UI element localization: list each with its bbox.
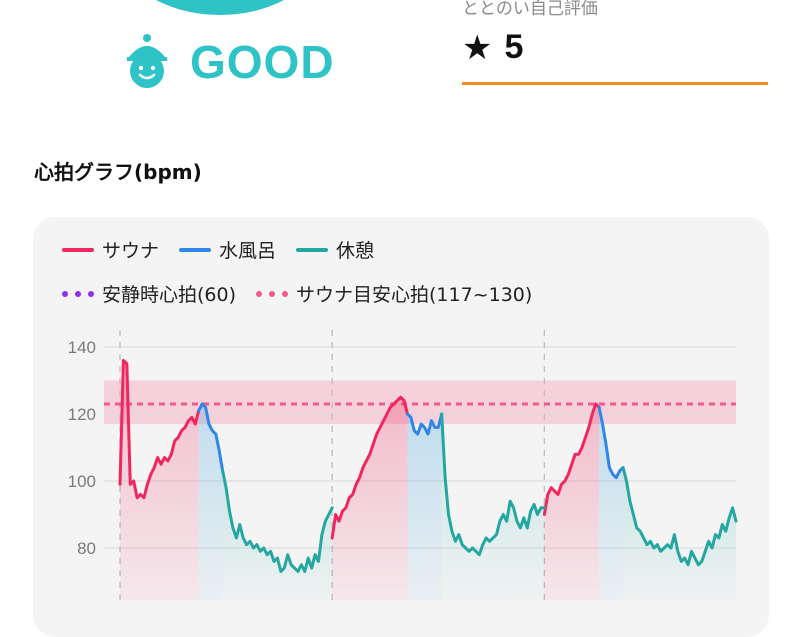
series-area <box>599 407 624 600</box>
series-area <box>544 403 600 600</box>
legend-label-sauna: サウナ <box>102 240 160 262</box>
y-tick-label: 80 <box>77 539 96 558</box>
series-line-water <box>405 412 444 436</box>
legend-swatch-resting-hr <box>62 290 94 297</box>
legend-swatch-rest <box>296 247 329 252</box>
series-area <box>441 414 545 600</box>
series-area <box>332 397 408 600</box>
legend-item-target-hr: サウナ目安心拍(117~130) <box>256 280 532 307</box>
star-icon: ★ <box>462 27 493 68</box>
series-area <box>623 467 736 600</box>
rating-value: 5 <box>504 28 524 66</box>
legend-label-target-hr: サウナ目安心拍(117~130) <box>296 284 533 306</box>
series-line-sauna <box>118 358 201 500</box>
series-area <box>198 403 223 600</box>
legend-swatch-water <box>179 247 212 252</box>
legend-item-water: 水風呂 <box>179 236 276 263</box>
series-line-water <box>197 402 225 473</box>
series-area <box>120 360 199 600</box>
target-hr-band <box>104 380 736 425</box>
rating-underline <box>462 82 768 85</box>
legend-swatch-target-hr <box>256 290 289 297</box>
legend-row: 安静時心拍(60) サウナ目安心拍(117~130) <box>62 280 532 307</box>
sauna-hat-face-icon <box>127 34 167 88</box>
series-line-water <box>597 405 625 480</box>
legend-row: サウナ 水風呂 休憩 <box>62 236 374 263</box>
condition-status: GOOD <box>118 30 335 94</box>
series-line-sauna <box>330 395 409 540</box>
legend-label-rest: 休憩 <box>336 240 375 262</box>
legend-item-rest: 休憩 <box>296 236 374 263</box>
legend-item-sauna: サウナ <box>62 236 159 263</box>
legend-swatch-sauna <box>62 247 94 252</box>
series-line-rest <box>221 469 334 573</box>
heart-rate-chart: 140 120 100 80 <box>68 330 738 600</box>
y-tick-label: 100 <box>68 472 96 491</box>
series-line-rest <box>440 412 546 557</box>
rating-label: ととのい自己評価 <box>462 0 598 19</box>
legend-label-water: 水風呂 <box>219 240 277 262</box>
rating-value-row: ★ 5 <box>462 28 523 67</box>
legend-item-resting-hr: 安静時心拍(60) <box>62 280 236 307</box>
series-area <box>407 414 442 600</box>
status-text: GOOD <box>190 36 335 88</box>
y-tick-label: 140 <box>68 338 96 357</box>
series-area <box>222 470 333 600</box>
y-tick-label: 120 <box>68 405 96 424</box>
series-line-rest <box>621 466 738 567</box>
series-line-sauna <box>542 402 601 516</box>
legend-label-resting-hr: 安静時心拍(60) <box>102 284 237 306</box>
section-title: 心拍グラフ(bpm) <box>34 160 202 184</box>
